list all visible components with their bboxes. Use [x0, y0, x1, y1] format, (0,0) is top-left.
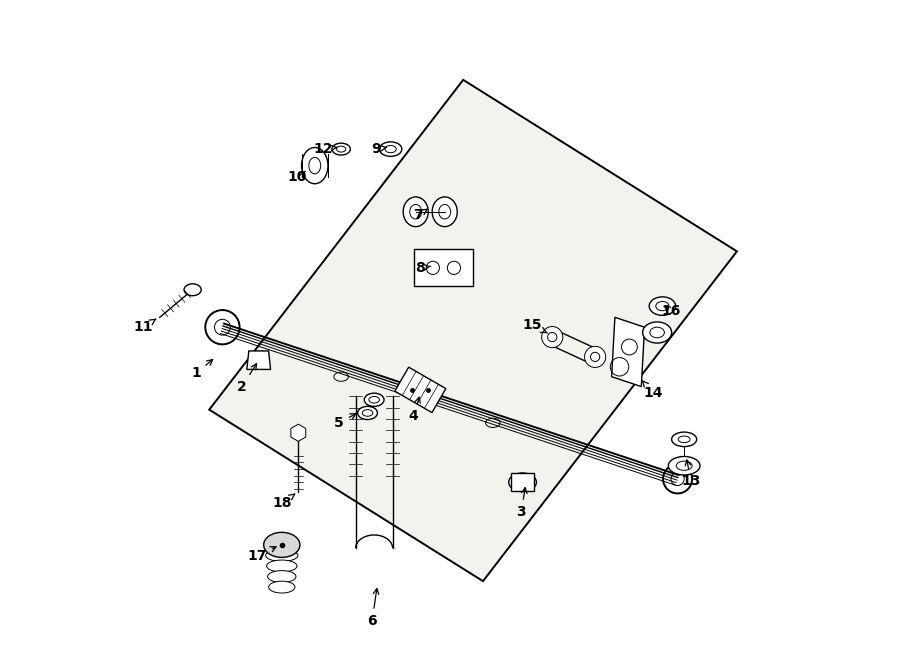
Ellipse shape — [268, 581, 295, 593]
Text: 1: 1 — [191, 360, 212, 380]
Text: 17: 17 — [248, 547, 276, 563]
Text: 16: 16 — [662, 303, 680, 318]
Text: 6: 6 — [367, 588, 379, 628]
Text: 12: 12 — [313, 142, 337, 156]
Ellipse shape — [266, 560, 297, 572]
Ellipse shape — [302, 147, 328, 184]
Ellipse shape — [266, 549, 298, 561]
Ellipse shape — [357, 407, 377, 420]
Text: 2: 2 — [238, 364, 256, 393]
Text: 11: 11 — [133, 319, 156, 334]
Text: 15: 15 — [523, 318, 547, 333]
Ellipse shape — [669, 457, 700, 475]
Text: 13: 13 — [681, 460, 700, 488]
Ellipse shape — [332, 143, 350, 155]
Circle shape — [542, 327, 562, 348]
Polygon shape — [291, 424, 306, 442]
Polygon shape — [247, 351, 271, 369]
Text: 14: 14 — [643, 381, 663, 400]
Ellipse shape — [432, 197, 457, 227]
Ellipse shape — [264, 532, 300, 557]
Polygon shape — [209, 80, 737, 581]
FancyBboxPatch shape — [414, 249, 473, 286]
Ellipse shape — [671, 432, 697, 447]
Text: 3: 3 — [517, 488, 527, 519]
Ellipse shape — [649, 297, 676, 315]
Ellipse shape — [267, 570, 296, 582]
Ellipse shape — [643, 322, 671, 343]
Text: 18: 18 — [272, 494, 294, 510]
Text: 7: 7 — [413, 208, 428, 222]
Polygon shape — [612, 317, 644, 387]
Text: 4: 4 — [409, 397, 420, 423]
Text: 5: 5 — [334, 414, 356, 430]
Text: 9: 9 — [372, 142, 387, 156]
Circle shape — [585, 346, 606, 368]
FancyBboxPatch shape — [510, 473, 535, 491]
Ellipse shape — [508, 473, 536, 491]
Ellipse shape — [403, 197, 428, 227]
Polygon shape — [395, 367, 446, 412]
Text: 8: 8 — [416, 261, 431, 275]
Text: 10: 10 — [287, 171, 307, 184]
Ellipse shape — [364, 393, 384, 407]
Ellipse shape — [380, 142, 401, 157]
Ellipse shape — [184, 284, 202, 295]
